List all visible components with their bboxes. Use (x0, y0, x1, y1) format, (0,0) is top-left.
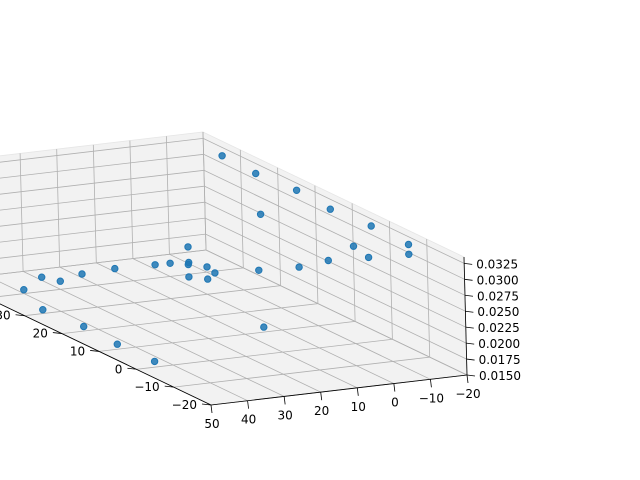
scatter-point (184, 260, 193, 269)
y-tick-label: −20 (172, 398, 197, 412)
scatter-point (184, 243, 192, 251)
scatter-point (211, 269, 219, 277)
x-tick-label: 10 (351, 400, 366, 414)
y-tick-label: −10 (134, 380, 159, 394)
y-tick-mark (15, 314, 25, 317)
z-tick-mark (464, 278, 473, 281)
z-tick-label: 0.0150 (479, 369, 521, 383)
y-tick-label: 30 (0, 309, 11, 323)
x-tick-label: 50 (204, 417, 219, 431)
y-tick-label: 0 (115, 362, 123, 376)
z-gridline (0, 249, 468, 376)
scatter-point (295, 263, 303, 271)
z-gridline (0, 233, 467, 360)
scatter-point (166, 259, 174, 267)
axes-panes (0, 131, 469, 406)
y-axis-line (0, 303, 212, 406)
scatter-point (204, 275, 212, 283)
y-tick-label: 10 (70, 344, 85, 358)
scatter-point (326, 205, 334, 213)
z-axis-line (463, 256, 468, 376)
scatter-point (80, 322, 88, 331)
x-tick-mark (247, 400, 249, 409)
z-tick-label: 0.0225 (478, 321, 520, 335)
x-tick-label: 20 (314, 404, 329, 418)
z-tick-mark (464, 262, 473, 265)
scatter-point (113, 340, 122, 348)
x-tick-mark (320, 392, 323, 401)
x-tick-mark (430, 379, 432, 388)
z-tick-mark (465, 310, 474, 313)
x-tick-label: 30 (277, 408, 292, 422)
z-tick-label: 0.0275 (477, 289, 519, 303)
scatter-point (252, 169, 260, 178)
x-tick-mark (393, 383, 396, 392)
scatter-point (56, 277, 64, 285)
x-tick-label: 0 (391, 396, 399, 410)
y-tick-mark (201, 403, 212, 406)
scatter-point (39, 306, 47, 314)
z-tick-label: 0.0200 (478, 337, 520, 351)
scatter-point (404, 240, 413, 249)
x-tick-label: −10 (419, 391, 444, 405)
z-gridline (0, 153, 465, 280)
x-tick-mark (356, 387, 359, 396)
y-tick-mark (90, 350, 100, 352)
z-gridline (0, 201, 466, 328)
x-tick-label: −20 (455, 387, 480, 401)
y-tick-label: 20 (33, 327, 48, 341)
x-tick-label: 40 (241, 413, 256, 427)
scatter-point (111, 264, 119, 273)
x-tick-mark (466, 374, 469, 384)
z-gridline (0, 217, 467, 344)
z-tick-mark (466, 374, 476, 377)
scatter-point (324, 256, 332, 265)
scatter-point (364, 253, 373, 262)
scatter-point (405, 250, 413, 259)
x-tick-mark (210, 404, 213, 414)
y-tick-mark (52, 332, 62, 334)
y-tick-mark (127, 367, 137, 370)
z-gridline (0, 137, 465, 264)
scatter-point (185, 273, 193, 281)
y-tick-mark (164, 385, 174, 388)
z-tick-label: 0.0300 (477, 273, 519, 287)
scatter-point (38, 273, 46, 281)
scatter-point (349, 242, 358, 250)
scatter-point (260, 323, 268, 331)
z-gridline (0, 169, 466, 296)
z-tick-mark (464, 294, 474, 297)
x-tick-mark (283, 396, 286, 405)
scatter-point (150, 357, 159, 366)
z-tick-label: 0.0175 (479, 353, 521, 367)
z-tick-label: 0.0250 (477, 305, 519, 319)
scatter-point (218, 152, 226, 160)
z-gridline (0, 185, 466, 312)
scatter-point (151, 261, 159, 269)
x-gridline (0, 281, 248, 402)
scatter-point (367, 222, 375, 230)
z-tick-label: 0.0325 (476, 257, 518, 271)
scatter-point (292, 186, 301, 195)
scatter-point (203, 263, 211, 271)
z-tick-mark (465, 326, 474, 329)
scatter-point (20, 286, 28, 294)
z-tick-mark (466, 342, 475, 345)
scatter-points (20, 152, 413, 366)
scatter-point (255, 266, 263, 274)
tick-labels: 50403020100−10−20−20−10010203040500.0150… (0, 257, 521, 431)
scatter-point (256, 210, 265, 219)
z-tick-mark (466, 358, 475, 361)
scatter-point (78, 270, 86, 278)
x-axis-line (210, 374, 468, 406)
axis-lines (0, 256, 476, 414)
